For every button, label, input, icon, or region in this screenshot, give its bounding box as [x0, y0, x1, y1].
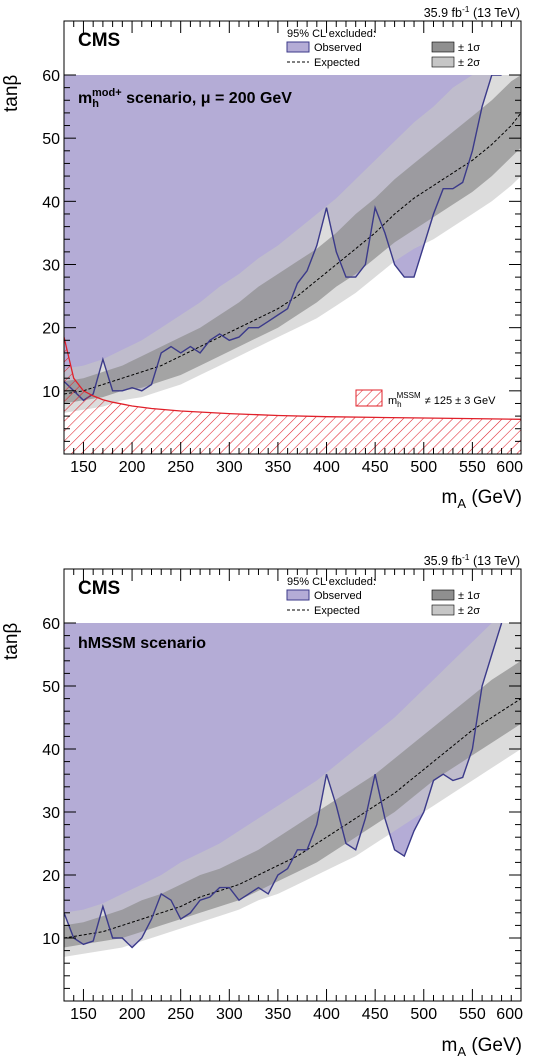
frame [63, 20, 522, 455]
scenario-label: hMSSM scenario [78, 635, 206, 652]
x-tick-label: 600 [496, 1006, 523, 1023]
observed-line [64, 75, 502, 402]
legend-observed-swatch [286, 41, 310, 53]
x-tick-label: 550 [459, 1006, 486, 1023]
lumi-label: 35.9 fb-1 (13 TeV) [424, 552, 520, 568]
legend-2s-label: ± 2σ [458, 605, 480, 617]
x-tick-label: 300 [216, 459, 243, 476]
x-tick-label: 150 [70, 459, 97, 476]
expected-line [64, 698, 521, 939]
y-tick-label: 30 [42, 805, 60, 822]
x-tick-label: 500 [410, 459, 437, 476]
plot-area [64, 623, 521, 957]
x-axis-label: mA (GeV) [442, 1035, 522, 1059]
legend-expected-label: Expected [314, 57, 360, 69]
hatch-legend-swatch [355, 389, 383, 407]
x-tick-label: 350 [265, 1006, 292, 1023]
legend-expected-label: Expected [314, 605, 360, 617]
y-tick-label: 40 [42, 194, 60, 211]
x-tick-label: 550 [459, 459, 486, 476]
panel-bottom: 35.9 fb-1 (13 TeV) 150 200 250 300 350 400 450… [1, 552, 523, 1059]
x-tick-label: 300 [216, 1006, 243, 1023]
legend-title: 95% CL excluded: [287, 576, 376, 588]
y-tick-label: 20 [42, 321, 60, 338]
legend-2s-swatch [431, 604, 455, 616]
x-tick-label: 250 [167, 1006, 194, 1023]
y-tick-label: 60 [42, 616, 60, 633]
legend-observed-label: Observed [314, 590, 362, 602]
legend-observed-label: Observed [314, 42, 362, 54]
expected-line [64, 112, 521, 395]
legend-1s-swatch [431, 41, 455, 53]
x-tick-label: 400 [313, 459, 340, 476]
x-tick-label: 450 [362, 1006, 389, 1023]
y-tick-label: 30 [42, 258, 60, 275]
x-tick-label: 200 [119, 459, 146, 476]
axes: 150 200 250 300 350 400 450 500 550 600 10 20 30 40 50… [42, 21, 523, 476]
x-tick-label: 200 [119, 1006, 146, 1023]
legend-observed-swatch [286, 589, 310, 601]
legend-1s-swatch [431, 589, 455, 601]
y-tick-label: 40 [42, 742, 60, 759]
y-tick-label: 20 [42, 868, 60, 885]
y-axis-label: tanβ [1, 75, 22, 112]
band-2sigma [64, 75, 521, 413]
legend-1s-label: ± 1σ [458, 590, 480, 602]
band-1sigma [64, 75, 521, 404]
frame [63, 568, 522, 1002]
band-2sigma [64, 623, 521, 957]
legend-1s-label: ± 1σ [458, 42, 480, 54]
legend-2s-swatch [431, 56, 455, 68]
y-tick-label: 10 [42, 384, 60, 401]
y-tick-label: 50 [42, 679, 60, 696]
x-tick-label: 250 [167, 459, 194, 476]
legend-2s-label: ± 2σ [458, 57, 480, 69]
x-tick-label: 500 [410, 1006, 437, 1023]
cms-label: CMS [78, 30, 120, 51]
x-tick-label: 450 [362, 459, 389, 476]
cms-label: CMS [78, 578, 120, 599]
hatch-legend-label: mhMSSM ≠ 125 ± 3 GeV [388, 391, 496, 409]
legend: 95% CL excluded: Observed Expected ± 1σ … [286, 28, 480, 69]
y-tick-label: 60 [42, 68, 60, 85]
mh-boundary-line [64, 336, 521, 420]
x-tick-label: 350 [265, 459, 292, 476]
band-1sigma [64, 660, 521, 948]
observed-line [64, 623, 503, 949]
scenario-label: mhmod+ scenario, μ = 200 GeV [78, 87, 292, 110]
hatch-legend: mhMSSM ≠ 125 ± 3 GeV [355, 389, 496, 409]
y-tick-label: 50 [42, 131, 60, 148]
axes: 150 200 250 300 350 400 450 500 550 600 10 20 30 40 50… [42, 569, 523, 1023]
x-tick-label: 400 [313, 1006, 340, 1023]
x-tick-label: 600 [496, 459, 523, 476]
legend: 95% CL excluded: Observed Expected ± 1σ … [286, 576, 480, 617]
legend-title: 95% CL excluded: [287, 28, 376, 40]
plot-area [64, 75, 521, 454]
x-tick-label: 150 [70, 1006, 97, 1023]
lumi-label: 35.9 fb-1 (13 TeV) [424, 4, 520, 20]
x-axis-label: mA (GeV) [442, 487, 522, 511]
y-axis-label: tanβ [1, 623, 22, 660]
y-tick-label: 10 [42, 931, 60, 948]
panel-top: 35.9 fb-1 (13 TeV) 150 200 250 300 350 400 450… [1, 4, 523, 511]
mh-excluded-hatch [64, 337, 521, 454]
